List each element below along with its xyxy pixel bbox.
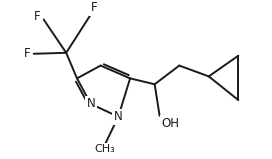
Text: N: N xyxy=(86,97,95,111)
Text: F: F xyxy=(34,10,41,23)
Text: F: F xyxy=(24,47,30,60)
Text: OH: OH xyxy=(161,117,180,130)
Text: F: F xyxy=(90,1,97,14)
Text: CH₃: CH₃ xyxy=(94,144,115,154)
Text: N: N xyxy=(114,110,123,123)
